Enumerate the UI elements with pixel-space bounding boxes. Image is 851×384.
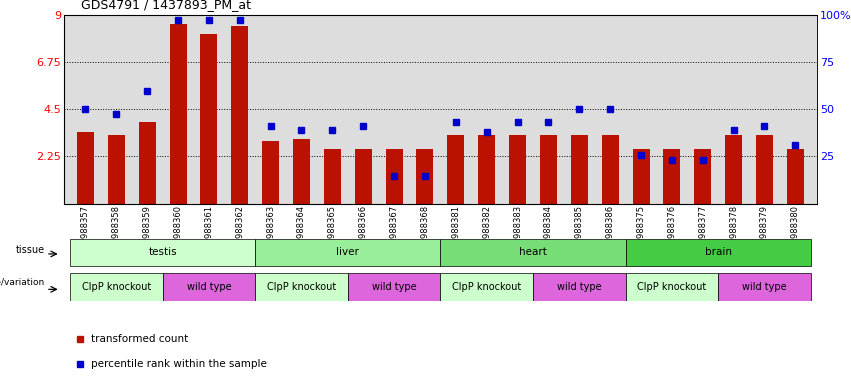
Bar bbox=[386, 149, 403, 204]
Bar bbox=[478, 134, 495, 204]
Text: ClpP knockout: ClpP knockout bbox=[637, 282, 706, 292]
Bar bbox=[348, 273, 441, 301]
Bar bbox=[355, 149, 372, 204]
Bar bbox=[756, 134, 773, 204]
Bar bbox=[70, 239, 255, 266]
Bar bbox=[163, 273, 255, 301]
Bar bbox=[694, 149, 711, 204]
Text: wild type: wild type bbox=[186, 282, 231, 292]
Text: ClpP knockout: ClpP knockout bbox=[82, 282, 151, 292]
Bar bbox=[441, 239, 625, 266]
Text: ClpP knockout: ClpP knockout bbox=[267, 282, 336, 292]
Bar bbox=[231, 26, 248, 204]
Text: heart: heart bbox=[519, 247, 547, 258]
Text: brain: brain bbox=[705, 247, 732, 258]
Bar bbox=[632, 149, 649, 204]
Bar bbox=[571, 134, 588, 204]
Bar bbox=[509, 134, 526, 204]
Bar bbox=[725, 134, 742, 204]
Bar bbox=[70, 273, 163, 301]
Bar bbox=[255, 273, 348, 301]
Bar bbox=[625, 273, 718, 301]
Bar bbox=[540, 134, 557, 204]
Text: testis: testis bbox=[148, 247, 177, 258]
Bar bbox=[533, 273, 625, 301]
Bar bbox=[718, 273, 811, 301]
Text: wild type: wild type bbox=[372, 282, 416, 292]
Bar bbox=[602, 134, 619, 204]
Text: ClpP knockout: ClpP knockout bbox=[452, 282, 522, 292]
Text: GDS4791 / 1437893_PM_at: GDS4791 / 1437893_PM_at bbox=[81, 0, 251, 12]
Bar bbox=[324, 149, 341, 204]
Bar bbox=[416, 149, 433, 204]
Text: wild type: wild type bbox=[557, 282, 602, 292]
Bar bbox=[293, 139, 310, 204]
Text: tissue: tissue bbox=[15, 245, 44, 255]
Bar bbox=[787, 149, 804, 204]
Text: genotype/variation: genotype/variation bbox=[0, 278, 44, 287]
Bar bbox=[108, 134, 125, 204]
Bar bbox=[200, 34, 217, 204]
Text: transformed count: transformed count bbox=[91, 334, 188, 344]
Bar bbox=[139, 122, 156, 204]
Bar bbox=[664, 149, 681, 204]
Bar bbox=[77, 132, 94, 204]
Bar bbox=[255, 239, 440, 266]
Bar bbox=[169, 24, 186, 204]
Text: wild type: wild type bbox=[742, 282, 787, 292]
Bar bbox=[448, 134, 465, 204]
Text: liver: liver bbox=[336, 247, 359, 258]
Bar bbox=[262, 141, 279, 204]
Bar bbox=[625, 239, 811, 266]
Text: percentile rank within the sample: percentile rank within the sample bbox=[91, 359, 267, 369]
Bar bbox=[441, 273, 533, 301]
